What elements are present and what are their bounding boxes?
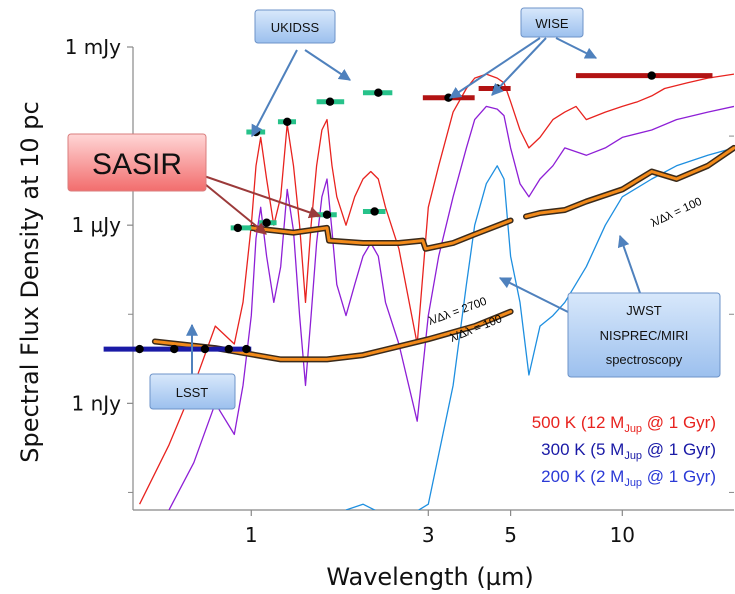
callout-wise: WISE [520,7,584,38]
callout-lsst: LSST [149,373,236,410]
legend-300k-sub: Jup [624,450,642,462]
callout-sasir: SASIR [67,133,207,192]
sasir-arrow-2 [203,175,322,219]
wise-arrow-1 [449,37,541,99]
x-tick-label-2: 5 [504,523,517,547]
phot-point-ukidss-3 [374,88,383,97]
callout-arrows [186,37,641,375]
ukidss-arrow-2 [304,49,351,81]
phot-point-lsst-3 [224,344,234,354]
callout-jwst: JWST NISPREC/MIRI spectroscopy [567,292,721,378]
series-line-1 [168,105,734,510]
series-line-2 [345,147,734,510]
series-layer [139,73,734,510]
sasir-arrow-1 [199,179,267,235]
legend-200k-tail: @ 1 Gyr) [642,467,716,486]
phot-point-ukidss-2 [325,97,335,106]
phot-point-lsst-1 [170,344,179,354]
ukidss-arrow-1 [251,49,298,138]
legend-entry-500k: 500 K (12 MJup @ 1 Gyr) [532,413,716,435]
y-tick-label-1: 1 µJy [71,213,121,237]
phot-point-sasir-1 [262,218,271,227]
legend-300k-main: 300 K (5 M [541,440,624,459]
legend-500k-tail: @ 1 Gyr) [642,413,716,432]
jwst-arrow-1 [498,277,581,319]
x-axis-title: Wavelength (µm) [326,563,533,591]
phot-point-wise-2 [647,71,656,80]
legend-entry-200k: 200 K (2 MJup @ 1 Gyr) [541,467,716,489]
axis-ticks: 1 3 5 10 1 mJy 1 µJy 1 nJy [65,35,734,547]
legend-entry-300k: 300 K (5 MJup @ 1 Gyr) [541,440,716,462]
callout-sasir-label: SASIR [92,148,182,181]
jwst-arrow-2 [617,234,641,294]
phot-point-sasir-2 [322,210,332,219]
legend-200k-main: 200 K (2 M [541,467,624,486]
phot-point-lsst-0 [135,344,144,354]
phot-point-sasir-0 [233,223,243,233]
spec-curve-2 [524,146,735,218]
spec-curve-0 [249,219,513,251]
callout-lsst-label: LSST [176,385,209,400]
legend: 500 K (12 MJup @ 1 Gyr) 300 K (5 MJup @ … [532,413,716,489]
callout-ukidss: UKIDSS [254,9,336,44]
legend-500k-sub: Jup [624,423,642,435]
phot-point-ukidss-1 [283,117,292,127]
legend-300k-tail: @ 1 Gyr) [642,440,716,459]
callout-ukidss-label: UKIDSS [271,20,320,35]
resolution-label-100-mir: λ/Δλ = 100 [649,196,704,230]
series-line-0 [139,73,734,505]
phot-point-sasir-3 [370,207,379,216]
callout-wise-label: WISE [535,16,569,31]
x-tick-label-3: 10 [610,523,635,547]
plot-area: 1 3 5 10 1 mJy 1 µJy 1 nJy [65,35,735,547]
callout-jwst-line1: JWST [626,303,661,318]
y-tick-label-0: 1 mJy [65,35,121,59]
x-tick-label-0: 1 [245,523,258,547]
phot-point-lsst-4 [242,344,251,354]
y-tick-label-2: 1 nJy [72,391,122,415]
phot-point-lsst-2 [200,344,210,354]
legend-200k-sub: Jup [624,477,642,489]
x-tick-label-1: 3 [422,523,435,547]
callout-jwst-line3: spectroscopy [606,352,683,367]
legend-500k-main: 500 K (12 M [532,413,625,432]
callout-jwst-line2: NISPREC/MIRI [600,328,689,343]
wise-arrow-3 [555,37,598,59]
y-axis-title: Spectral Flux Density at 10 pc [16,101,44,462]
wise-arrow-2 [491,37,547,96]
